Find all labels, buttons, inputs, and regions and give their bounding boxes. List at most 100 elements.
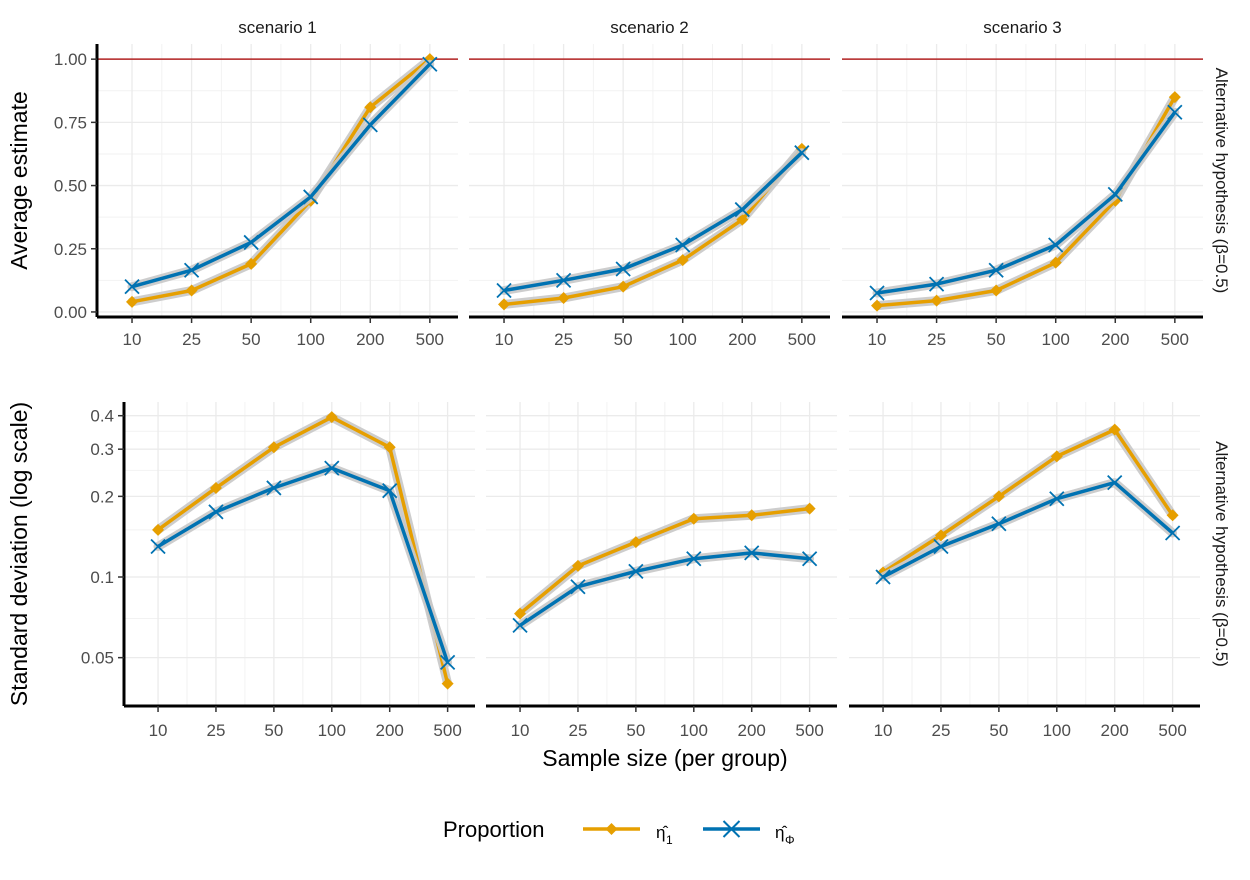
data-point-x: [1049, 491, 1065, 507]
x-tick-label: 500: [433, 721, 461, 740]
series-line: [156, 415, 450, 685]
data-point-diamond: [930, 294, 943, 307]
legend-item-eta1: η̂ 1: [583, 823, 673, 847]
legend-item-etaphi: η̂ Φ: [703, 820, 795, 847]
data-point-x: [1164, 525, 1181, 541]
row-strip-label: Alternative hypothesis (β=0.5): [1212, 68, 1231, 294]
data-point-x: [303, 189, 319, 205]
x-axis-title: Sample size (per group): [542, 745, 787, 771]
legend-eta1-label: η̂: [656, 823, 668, 842]
series-line: [503, 147, 804, 307]
data-point-x: [1107, 186, 1123, 203]
data-point-diamond: [325, 411, 338, 424]
series-etaphi: [869, 104, 1183, 301]
x-tick-label: 100: [1043, 721, 1071, 740]
y-axis-title: Standard deviation (log scale): [6, 402, 32, 706]
data-point-diamond: [383, 441, 396, 454]
data-point-diamond: [185, 284, 198, 297]
x-tick-label: 25: [207, 721, 226, 740]
data-point-diamond: [629, 536, 642, 549]
data-point-diamond: [1108, 423, 1121, 436]
x-tick-label: 200: [1101, 721, 1129, 740]
data-point-diamond: [571, 559, 584, 572]
data-point-x: [324, 460, 340, 476]
data-point-diamond: [736, 213, 749, 226]
panel: 10 25 50 100 200 500: [469, 44, 830, 349]
data-point-diamond: [209, 481, 222, 494]
series-eta1: [152, 411, 454, 690]
x-tick-label: 500: [795, 721, 823, 740]
x-tick-label: 50: [242, 330, 261, 349]
series-line: [131, 57, 431, 304]
x-tick-label: 10: [149, 721, 168, 740]
data-point-x: [208, 504, 224, 520]
series-eta1: [514, 502, 816, 620]
data-point-diamond: [934, 529, 947, 542]
x-tick-label: 25: [569, 721, 588, 740]
data-point-diamond: [992, 490, 1005, 503]
series-line: [882, 480, 1174, 579]
data-point-diamond: [803, 502, 816, 515]
x-tick-label: 50: [614, 330, 633, 349]
data-point-diamond: [1166, 509, 1179, 522]
data-point-x: [422, 56, 438, 72]
series-line: [503, 151, 804, 293]
data-point-diamond: [687, 512, 700, 525]
x-tick-label: 100: [297, 330, 325, 349]
panel: 0.05 0.1 0.2 0.3 0.4 10 25 50 100 200 500: [81, 402, 475, 740]
y-tick-label: 0.25: [54, 240, 87, 259]
panel-strip-label: scenario 2: [610, 18, 688, 37]
series-etaphi: [512, 545, 818, 633]
data-point-x: [124, 279, 140, 295]
data-point-x: [1167, 104, 1183, 120]
data-point-x: [1107, 475, 1123, 491]
data-point-x: [496, 282, 512, 299]
y-tick-label: 0.50: [54, 177, 87, 196]
data-point-diamond: [126, 295, 139, 308]
legend-etaphi-x-icon: [722, 820, 741, 838]
x-tick-label: 100: [318, 721, 346, 740]
data-point-x: [988, 262, 1004, 278]
legend: Proportion η̂ 1 η̂ Φ: [443, 817, 795, 847]
data-point-x: [734, 201, 750, 218]
data-point-x: [439, 654, 456, 671]
series-line: [882, 427, 1175, 574]
data-point-x: [1048, 237, 1064, 253]
data-point-x: [512, 617, 528, 633]
data-point-diamond: [152, 523, 165, 536]
data-point-x: [744, 545, 760, 561]
data-point-diamond: [245, 257, 258, 270]
series-line: [131, 62, 432, 289]
x-tick-label: 100: [1042, 330, 1070, 349]
x-tick-label: 25: [182, 330, 201, 349]
legend-etaphi-label: η̂: [775, 823, 787, 842]
data-point-x: [875, 569, 891, 585]
y-tick-label: 0.4: [90, 407, 114, 426]
y-tick-label: 0.2: [90, 487, 114, 506]
y-tick-label: 0.3: [90, 440, 114, 459]
x-tick-label: 10: [123, 330, 142, 349]
data-point-x: [628, 563, 644, 579]
data-point-x: [801, 551, 818, 567]
x-tick-label: 100: [680, 721, 708, 740]
x-tick-label: 10: [495, 330, 514, 349]
panel: 10 25 50 100 200 500: [486, 402, 837, 740]
data-point-x: [928, 276, 945, 292]
x-tick-label: 500: [416, 330, 444, 349]
x-tick-label: 25: [932, 721, 951, 740]
data-point-diamond: [676, 254, 689, 267]
panel-strip-label: scenario 3: [983, 18, 1061, 37]
panel: 10 25 50 100 200 500: [842, 44, 1203, 349]
data-point-diamond: [745, 509, 758, 522]
series-line: [518, 506, 810, 615]
x-tick-label: 200: [728, 330, 756, 349]
x-tick-label: 25: [554, 330, 573, 349]
data-point-diamond: [990, 284, 1003, 297]
data-point-x: [555, 272, 572, 288]
series-eta1: [126, 53, 436, 308]
x-tick-label: 200: [1101, 330, 1129, 349]
y-tick-label: 1.00: [54, 50, 87, 69]
data-point-x: [362, 117, 378, 133]
series-line: [876, 111, 1177, 295]
